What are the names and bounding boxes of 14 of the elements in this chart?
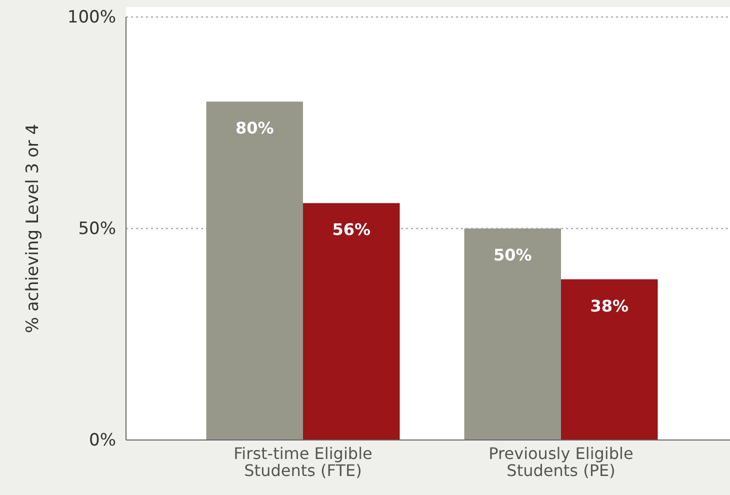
- data-label: 80%: [235, 118, 274, 138]
- bar: [303, 203, 400, 440]
- y-axis-title: % achieving Level 3 or 4: [23, 124, 43, 334]
- data-label: 38%: [590, 296, 629, 316]
- x-tick-label: First-time Eligible Students (FTE): [234, 444, 372, 480]
- x-tick-label: Previously Eligible Students (PE): [488, 444, 634, 480]
- data-label: 56%: [332, 220, 371, 240]
- bar: [464, 228, 561, 440]
- bar: [561, 279, 658, 440]
- y-tick-label: 50%: [78, 218, 116, 239]
- bar: [206, 102, 303, 440]
- y-tick-label: 0%: [89, 430, 116, 450]
- data-label: 50%: [493, 246, 532, 264]
- y-tick-label: 100%: [67, 7, 116, 28]
